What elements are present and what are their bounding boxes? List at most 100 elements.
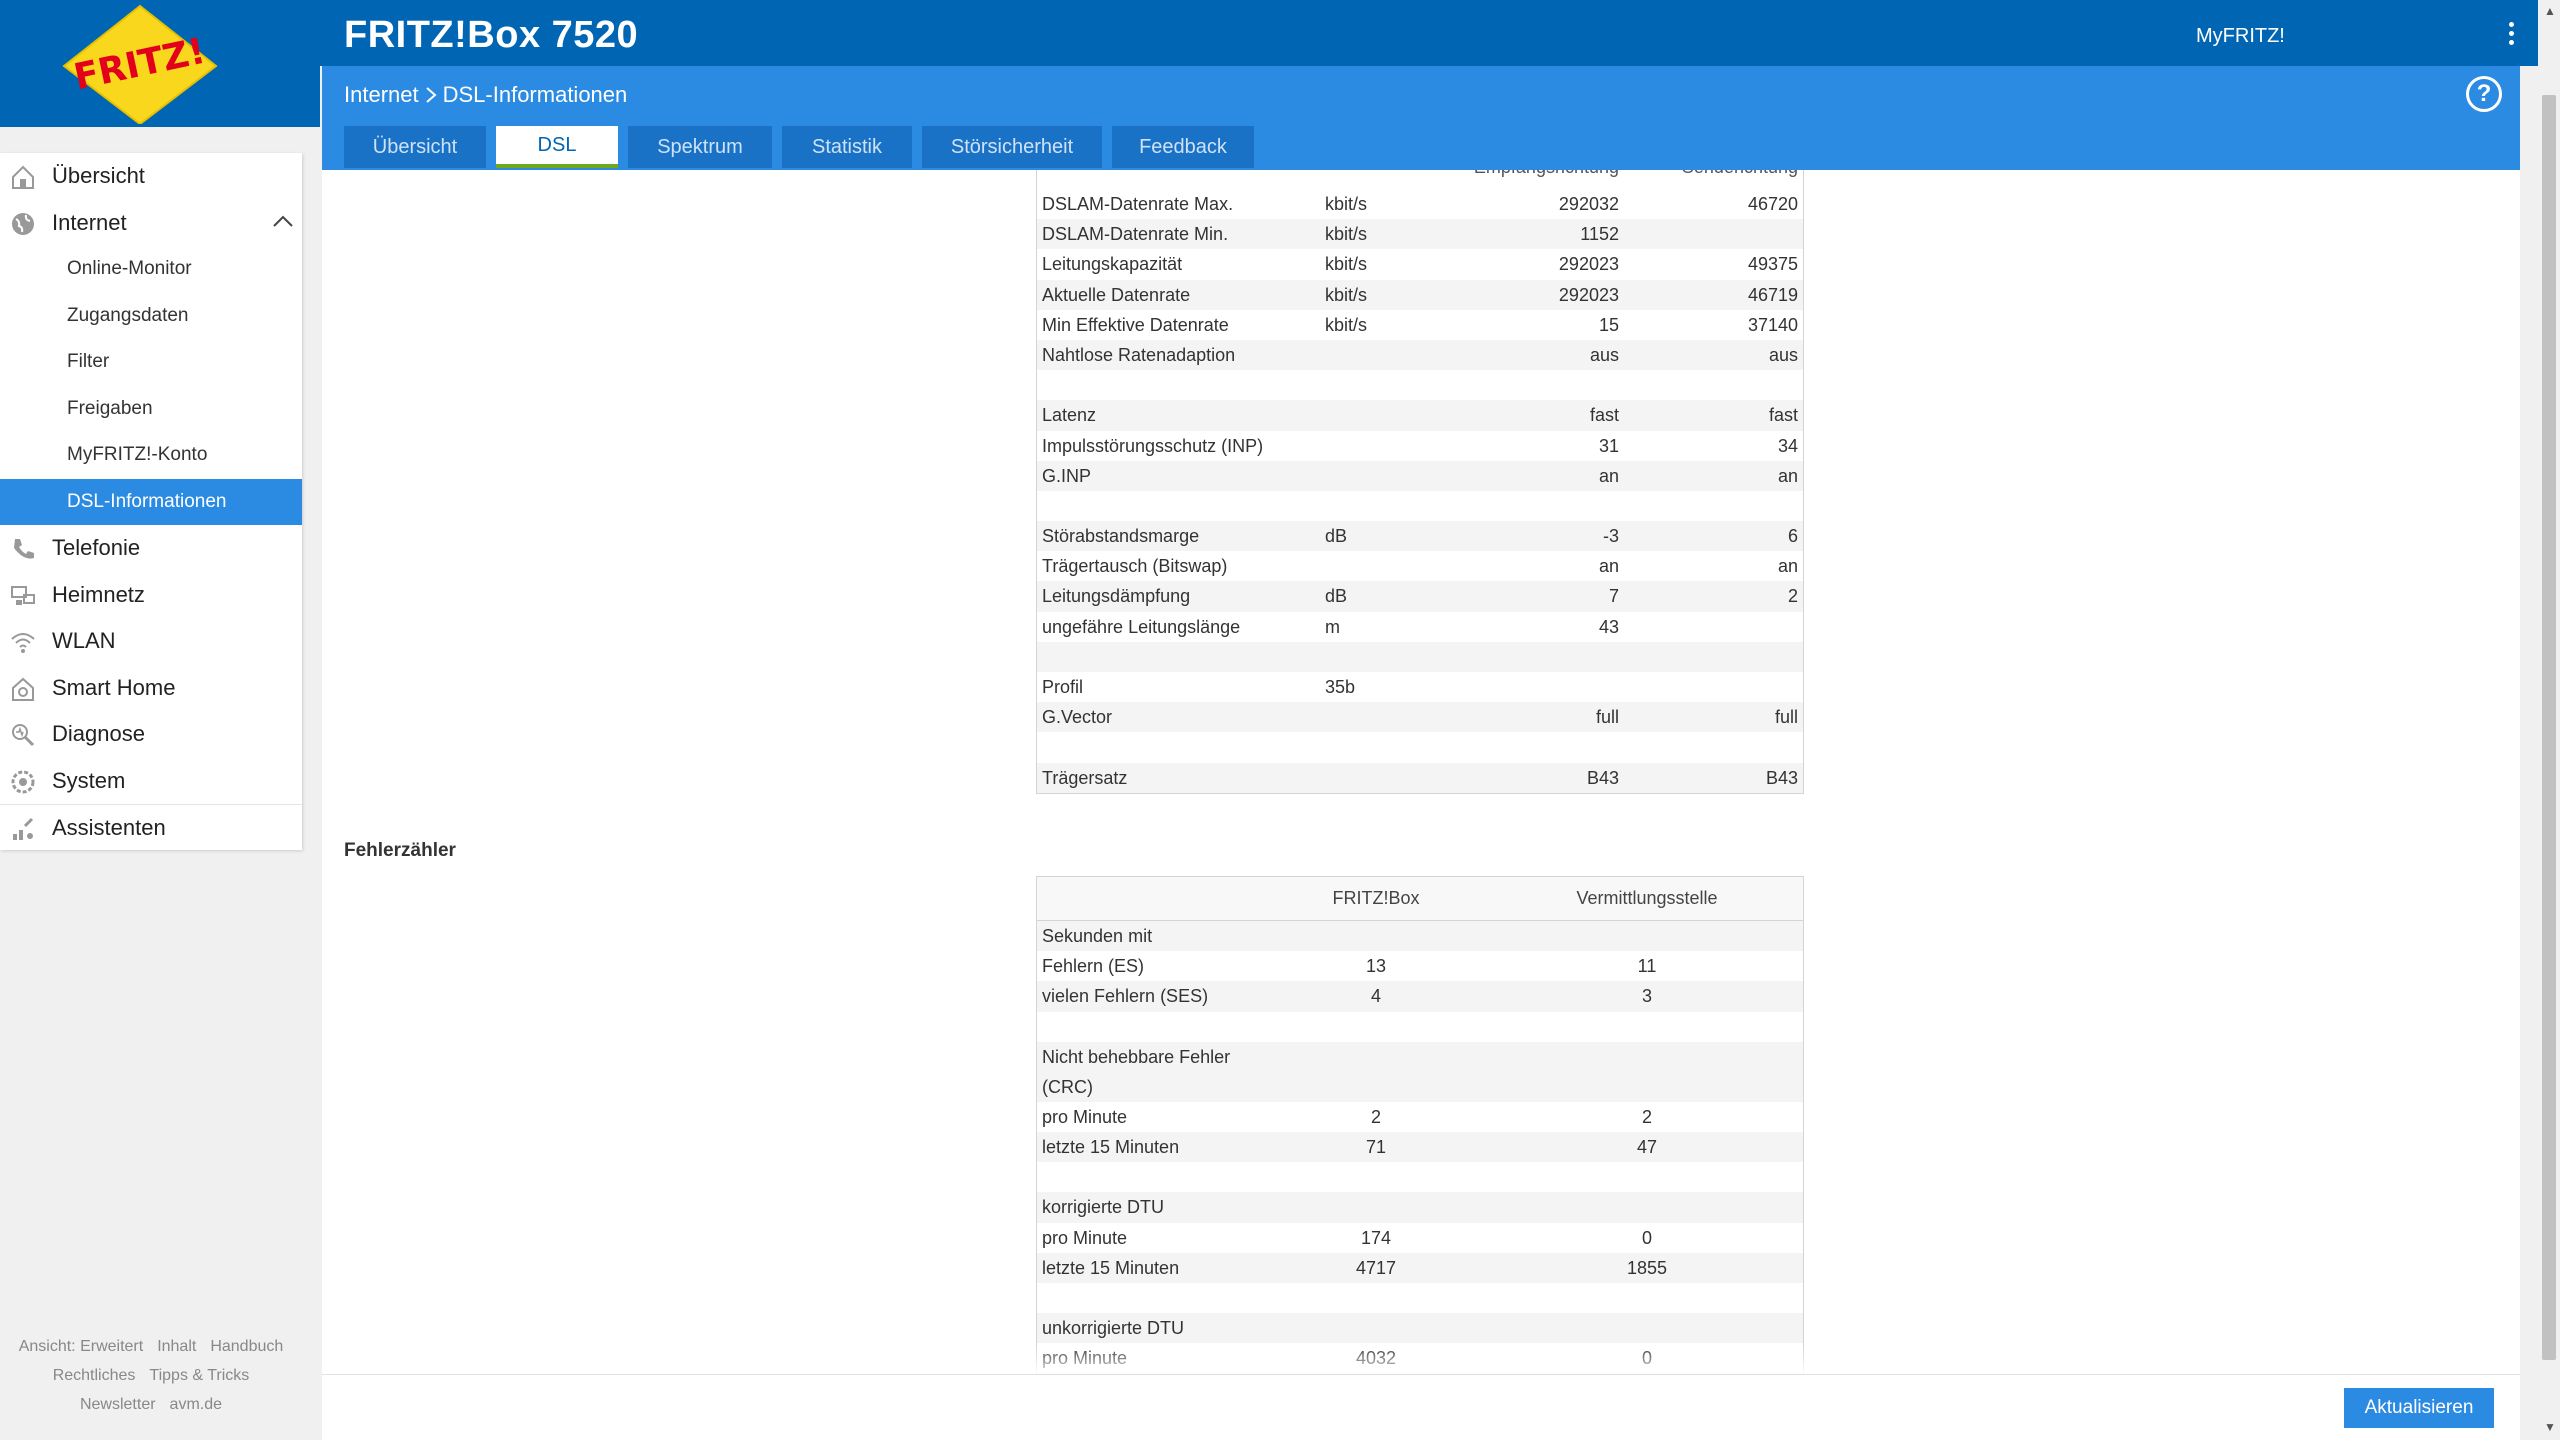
table-cell: B43 — [1765, 767, 1798, 788]
sidebar-item-label: Diagnose — [52, 721, 145, 747]
scroll-up-icon[interactable]: ▲ — [2544, 4, 2556, 18]
sidebar-subitem-freigaben[interactable]: Freigaben — [67, 397, 153, 419]
tab-bar: Übersicht DSL Spektrum Statistik Störsicherh… — [344, 126, 1254, 168]
table-row: Impulsstörungsschutz (INP) 31 34 — [1037, 431, 1803, 461]
sidebar-item-assistenten[interactable]: Assistenten — [0, 804, 302, 851]
table-row — [1037, 1283, 1803, 1313]
table-header: FRITZ!Box Vermittlungsstelle — [1037, 877, 1803, 921]
table-cell: Trägertausch (Bitswap) — [1042, 556, 1228, 577]
table-cell: an — [1777, 465, 1798, 486]
logo-area[interactable]: FRITZ! — [0, 0, 320, 127]
sidebar-item-label: Telefonie — [52, 535, 141, 561]
sidebar-item-uebersicht[interactable]: Übersicht — [0, 153, 302, 200]
bottom-bar — [322, 1374, 2520, 1440]
refresh-button[interactable]: Aktualisieren — [2344, 1388, 2494, 1428]
table-cell: -3 — [1602, 526, 1619, 547]
sidebar-subitem-myfritz-konto[interactable]: MyFRITZ!-Konto — [67, 444, 208, 466]
sidebar-item-internet[interactable]: Internet — [0, 200, 302, 247]
footer-link-newsletter[interactable]: Newsletter — [79, 1396, 156, 1413]
table-row: DSLAM-Datenrate Max. kbit/s 292032 46720 — [1037, 189, 1803, 219]
sidebar-subitem-online-monitor[interactable]: Online-Monitor — [67, 258, 192, 280]
table-row: Min Effektive Datenrate kbit/s 15 37140 — [1037, 310, 1803, 340]
table-row: pro Minute 2 2 — [1037, 1102, 1803, 1132]
scroll-thumb[interactable] — [2542, 95, 2556, 1360]
table-cell: 7 — [1608, 586, 1619, 607]
table-row: Trägersatz B43 B43 — [1037, 762, 1803, 793]
footer-link-tipps[interactable]: Tipps & Tricks — [149, 1367, 250, 1384]
chevron-up-icon[interactable] — [272, 214, 294, 228]
app-title: FRITZ!Box 7520 — [344, 14, 639, 56]
table-cell: ungefähre Leitungslänge — [1042, 616, 1241, 637]
sidebar-item-diagnose[interactable]: Diagnose — [0, 711, 302, 758]
main-content: Empfangsrichtung Senderichtung DSLAM-Dat… — [322, 170, 2520, 1375]
table-row: Sekunden mit — [1037, 921, 1803, 952]
table-cell: Impulsstörungsschutz (INP) — [1042, 435, 1264, 456]
col-header-down: Empfangsrichtung — [1474, 170, 1619, 178]
table-cell: an — [1598, 465, 1619, 486]
fritz-logo-icon[interactable]: FRITZ! — [60, 4, 220, 124]
table-row: Profil 35b — [1037, 672, 1803, 702]
table-cell: Sekunden mit — [1042, 926, 1153, 946]
footer-link-inhalt[interactable]: Inhalt — [157, 1338, 197, 1355]
myfritz-link[interactable]: MyFRITZ! — [2196, 25, 2285, 47]
table-cell: G.Vector — [1042, 707, 1113, 728]
table-cell: Latenz — [1042, 405, 1097, 426]
tab-st-rsicherheit[interactable]: Störsicherheit — [922, 126, 1102, 168]
table-cell: Leitungsdämpfung — [1042, 586, 1191, 607]
chevron-right-icon — [425, 87, 437, 103]
tab-statistik[interactable]: Statistik — [782, 126, 912, 168]
sidebar-item-label: System — [52, 767, 126, 793]
table-row: Nahtlose Ratenadaption aus aus — [1037, 339, 1803, 371]
tab-dsl[interactable]: DSL — [496, 126, 618, 168]
table-row: Fehlern (ES) 13 11 — [1037, 951, 1803, 981]
help-icon[interactable]: ? — [2466, 76, 2502, 112]
sidebar-subitem-zugangsdaten[interactable]: Zugangsdaten — [67, 304, 189, 326]
footer-link-avm[interactable]: avm.de — [169, 1396, 223, 1413]
table-cell: pro Minute — [1042, 1227, 1128, 1248]
sidebar-subitem-dsl-informationen[interactable]: DSL-Informationen — [0, 478, 302, 525]
tab-spektrum[interactable]: Spektrum — [628, 126, 772, 168]
table-cell: 174 — [1360, 1227, 1392, 1248]
table-cell: Min Effektive Datenrate — [1042, 314, 1229, 335]
footer-link-rechtliches[interactable]: Rechtliches — [52, 1367, 136, 1384]
sidebar-item-smart-home[interactable]: Smart Home — [0, 665, 302, 712]
breadcrumb: Internet DSL-Informationen — [344, 82, 627, 108]
table-cell: Leitungskapazität — [1042, 254, 1183, 275]
footer-link-ansicht[interactable]: Ansicht: Erweitert — [18, 1338, 144, 1355]
table-cell: DSLAM-Datenrate Max. — [1042, 194, 1234, 214]
table-cell: letzte 15 Minuten — [1042, 1257, 1180, 1278]
sidebar-subitem-filter[interactable]: Filter — [67, 351, 110, 373]
sidebar-item-wlan[interactable]: WLAN — [0, 618, 302, 665]
phone-icon — [14, 539, 34, 559]
table-cell: 43 — [1598, 616, 1619, 637]
sidebar-item-telefonie[interactable]: Telefonie — [0, 525, 302, 572]
table-cell: 1152 — [1580, 224, 1619, 245]
tab-feedback[interactable]: Feedback — [1112, 126, 1254, 168]
section-title-fehlerzaehler: Fehlerzähler — [344, 840, 456, 861]
table-cell: 13 — [1365, 956, 1387, 977]
table-row: Leitungsdämpfung dB 7 2 — [1037, 581, 1803, 612]
table-cell: 35b — [1325, 677, 1356, 697]
table-cell: m — [1325, 616, 1340, 637]
kebab-menu-icon[interactable] — [2503, 22, 2519, 50]
tab--bersicht[interactable]: Übersicht — [344, 126, 486, 168]
bottom-fade — [322, 1345, 2520, 1375]
table-row: Aktuelle Datenrate kbit/s 292023 46719 — [1037, 279, 1803, 310]
footer-link-handbuch[interactable]: Handbuch — [210, 1338, 284, 1355]
sidebar-item-system[interactable]: System — [0, 758, 302, 805]
table-header: Empfangsrichtung Senderichtung — [1037, 170, 1803, 189]
table-cell: letzte 15 Minuten — [1042, 1136, 1180, 1157]
breadcrumb-parent[interactable]: Internet — [344, 82, 419, 107]
sidebar-item-heimnetz[interactable]: Heimnetz — [0, 572, 302, 619]
table-cell: 46720 — [1747, 194, 1798, 214]
table-row: letzte 15 Minuten 4717 1855 — [1037, 1252, 1803, 1283]
table-row: letzte 15 Minuten 71 47 — [1037, 1131, 1803, 1163]
table-cell: kbit/s — [1325, 224, 1368, 245]
table-cell: 31 — [1598, 435, 1619, 456]
table-row — [1037, 641, 1803, 672]
scrollbar[interactable]: ▲ ▼ — [2538, 0, 2560, 1440]
scroll-down-icon[interactable]: ▼ — [2544, 1420, 2556, 1434]
home-icon — [12, 165, 34, 189]
error-counter-table: FRITZ!Box Vermittlungsstelle Sekunden mi… — [1036, 876, 1804, 1375]
col-header-fritzbox: FRITZ!Box — [1332, 888, 1420, 908]
